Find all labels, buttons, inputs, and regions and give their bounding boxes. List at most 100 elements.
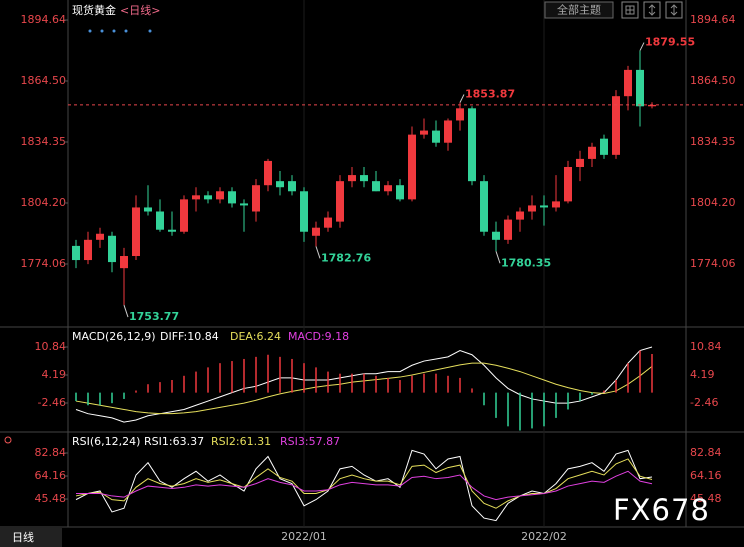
candle-body (168, 229, 176, 232)
candle-body (360, 175, 368, 182)
candle-body (120, 256, 128, 269)
candle-body (228, 191, 236, 204)
candle-body (528, 205, 536, 212)
indicator-dots (88, 29, 152, 33)
annotation: 1782.76 (321, 251, 371, 264)
candle-body (588, 146, 596, 159)
y-tick-label-right: 10.84 (690, 340, 722, 353)
settings-icon[interactable] (4, 436, 12, 444)
candle-body (600, 138, 608, 155)
candle-body (276, 181, 284, 188)
y-tick-label: 10.84 (35, 340, 67, 353)
candle-body (72, 245, 80, 261)
period-tab-label[interactable]: 日线 (12, 530, 34, 544)
indicator-line (76, 470, 653, 501)
candle-body (348, 175, 356, 182)
candle-body (144, 207, 152, 212)
candle-body (216, 191, 224, 200)
watermark: FX678 (613, 493, 710, 527)
candle-body (552, 201, 560, 208)
candle-body (432, 130, 440, 143)
candle-body (204, 195, 212, 200)
candle-body (456, 108, 464, 121)
candle-body (468, 108, 476, 182)
y-tick-label: 4.19 (42, 368, 67, 381)
candle-body (336, 181, 344, 222)
candle-body (576, 158, 584, 167)
candle-body (624, 69, 632, 97)
candle-body (312, 227, 320, 236)
y-tick-label-right: 1864.50 (690, 74, 736, 87)
legend-entry: RSI1:63.37 (144, 435, 204, 448)
legend-entry: DEA:6.24 (230, 330, 281, 343)
indicator-line (75, 458, 653, 509)
y-tick-label: 1774.06 (21, 257, 67, 270)
annotation: 1853.87 (465, 88, 515, 101)
candle-body (264, 160, 272, 186)
annotation-leader (495, 251, 501, 264)
candle-body (504, 219, 512, 240)
indicator-line (75, 449, 653, 522)
annotation-leader (459, 94, 465, 103)
candle-body (240, 203, 248, 206)
candle-body (384, 185, 392, 192)
frame (0, 0, 744, 528)
annotation: 1879.55 (645, 36, 695, 49)
candle-body (180, 199, 188, 232)
y-tick-label-right: 4.19 (690, 368, 715, 381)
annotation: 1780.35 (501, 256, 551, 269)
y-tick-label-right: 1834.35 (690, 135, 736, 148)
y-tick-label: 1834.35 (21, 135, 67, 148)
candle-body (132, 207, 140, 257)
period-tab[interactable] (0, 528, 62, 547)
legend-entry: RSI3:57.87 (280, 435, 340, 448)
y-tick-label: 45.48 (35, 492, 67, 505)
legend-entry: MACD:9.18 (288, 330, 349, 343)
x-tick-label: 2022/02 (521, 530, 567, 543)
annotation: 1753.77 (129, 310, 179, 323)
candle-body (84, 239, 92, 261)
annotation-leader (639, 42, 645, 51)
x-tick-label: 2022/01 (281, 530, 327, 543)
candle-body (156, 211, 164, 230)
window-icons[interactable] (621, 1, 683, 19)
legend-title: MACD(26,12,9) (72, 330, 156, 343)
candle-body (300, 191, 308, 232)
theme-button[interactable] (544, 1, 614, 19)
candle-body (96, 233, 104, 240)
y-tick-label-right: 1774.06 (690, 257, 736, 270)
y-tick-label: -2.46 (38, 396, 66, 409)
y-tick-label-right: -2.46 (690, 396, 718, 409)
y-tick-label-right: 64.16 (690, 469, 722, 482)
candle-body (408, 134, 416, 200)
candle-body (612, 96, 620, 155)
y-tick-label: 82.84 (35, 446, 67, 459)
y-tick-label: 1804.20 (21, 196, 67, 209)
candle-body (192, 195, 200, 200)
chart-title: 现货黄金 (72, 3, 116, 17)
candle-body (480, 181, 488, 232)
candle-body (372, 181, 380, 192)
candle-body (564, 166, 572, 202)
candle-body (288, 181, 296, 192)
legend-entry: RSI2:61.31 (211, 435, 271, 448)
candle-body (540, 205, 548, 208)
chart-subtitle: <日线> (120, 3, 160, 17)
annotation-leader (315, 246, 321, 259)
legend-title: RSI(6,12,24) (72, 435, 140, 448)
annotation-leader (123, 304, 129, 318)
candle-body (492, 231, 500, 240)
candle-body (648, 104, 656, 107)
candle-body (324, 217, 332, 228)
y-tick-label-right: 45.48 (690, 492, 722, 505)
candle-body (420, 130, 428, 135)
theme-button-label[interactable]: 全部主题 (557, 3, 601, 17)
y-tick-label: 1894.64 (21, 13, 67, 26)
candle-body (636, 69, 644, 107)
y-tick-label: 64.16 (35, 469, 67, 482)
y-tick-label-right: 82.84 (690, 446, 722, 459)
y-tick-label-right: 1894.64 (690, 13, 736, 26)
y-tick-label: 1864.50 (21, 74, 67, 87)
candle-body (108, 235, 116, 263)
candle-body (252, 185, 260, 212)
